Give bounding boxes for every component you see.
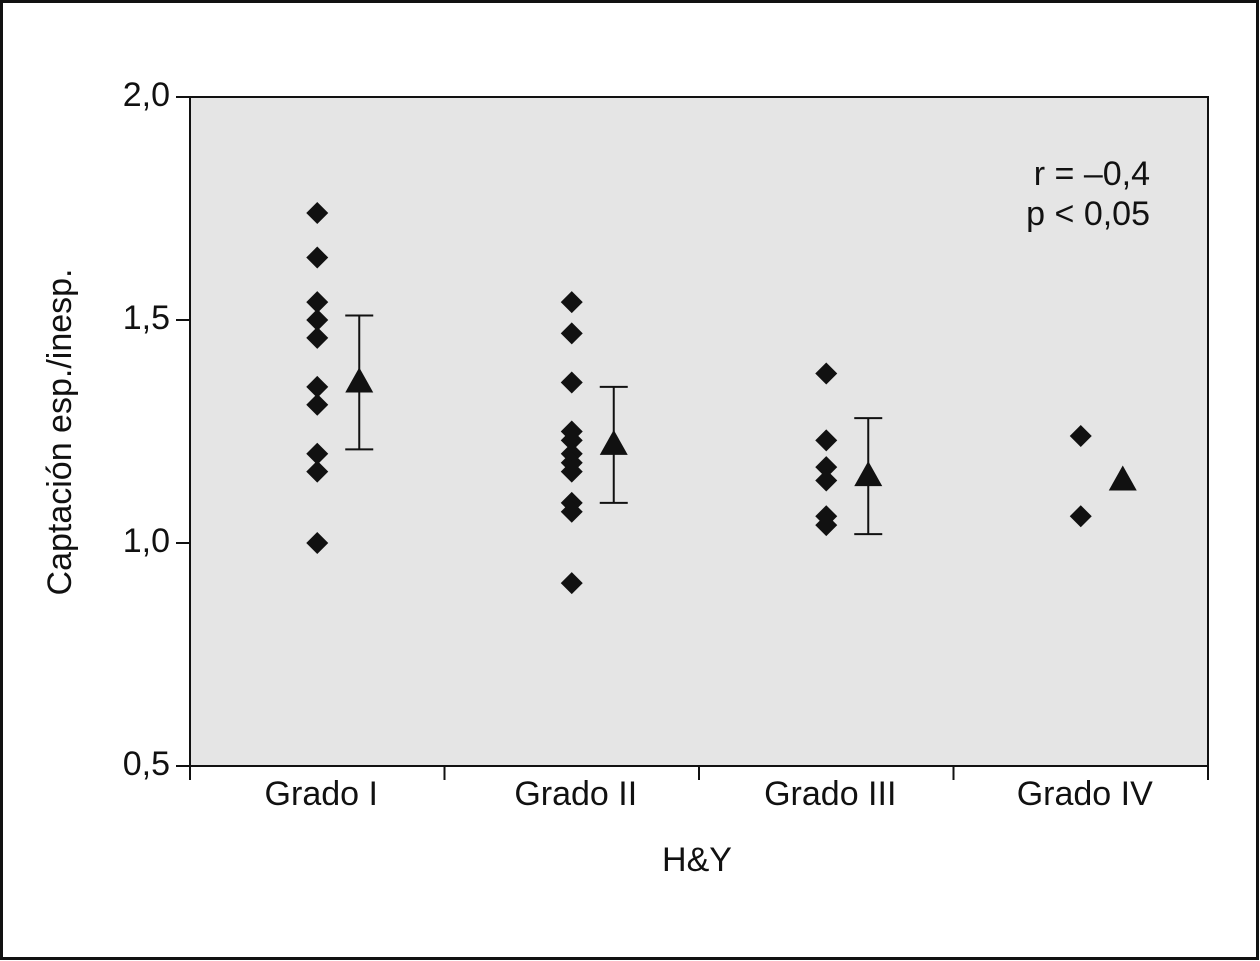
y-tick-label: 2,0 (123, 76, 170, 114)
x-tick-label: Grado III (764, 775, 896, 813)
data-point (306, 460, 329, 483)
data-point (306, 442, 329, 465)
data-point (560, 371, 583, 394)
data-point (560, 291, 583, 314)
data-point (815, 429, 838, 452)
y-axis-label: Captación esp./inesp. (41, 269, 79, 596)
data-point (1069, 424, 1092, 447)
y-tick-label: 0,5 (123, 745, 170, 783)
data-point (306, 291, 329, 314)
data-point (306, 375, 329, 398)
data-point (306, 393, 329, 416)
data-point (1069, 505, 1092, 528)
data-point (306, 326, 329, 349)
y-tick-label: 1,0 (123, 522, 170, 560)
annotation: r = –0,4 (1034, 155, 1150, 193)
x-tick-label: Grado II (514, 775, 637, 813)
data-point (306, 201, 329, 224)
data-point (560, 322, 583, 345)
data-point (815, 469, 838, 492)
mean-marker (599, 429, 628, 455)
y-tick-label: 1,5 (123, 299, 170, 337)
annotation: p < 0,05 (1026, 195, 1150, 233)
mean-marker (345, 367, 374, 393)
data-point (815, 362, 838, 385)
data-point (306, 246, 329, 269)
mean-marker (854, 461, 883, 487)
mean-marker (1108, 465, 1137, 491)
data-point (560, 500, 583, 523)
x-axis-label: H&Y (662, 841, 732, 879)
data-point (560, 572, 583, 595)
data-point (815, 514, 838, 537)
data-point (306, 309, 329, 331)
data-point (560, 460, 583, 483)
x-tick-label: Grado IV (1017, 775, 1153, 813)
x-tick-label: Grado I (265, 775, 378, 813)
data-point (815, 456, 838, 479)
data-point (560, 429, 583, 452)
data-point (306, 532, 329, 554)
